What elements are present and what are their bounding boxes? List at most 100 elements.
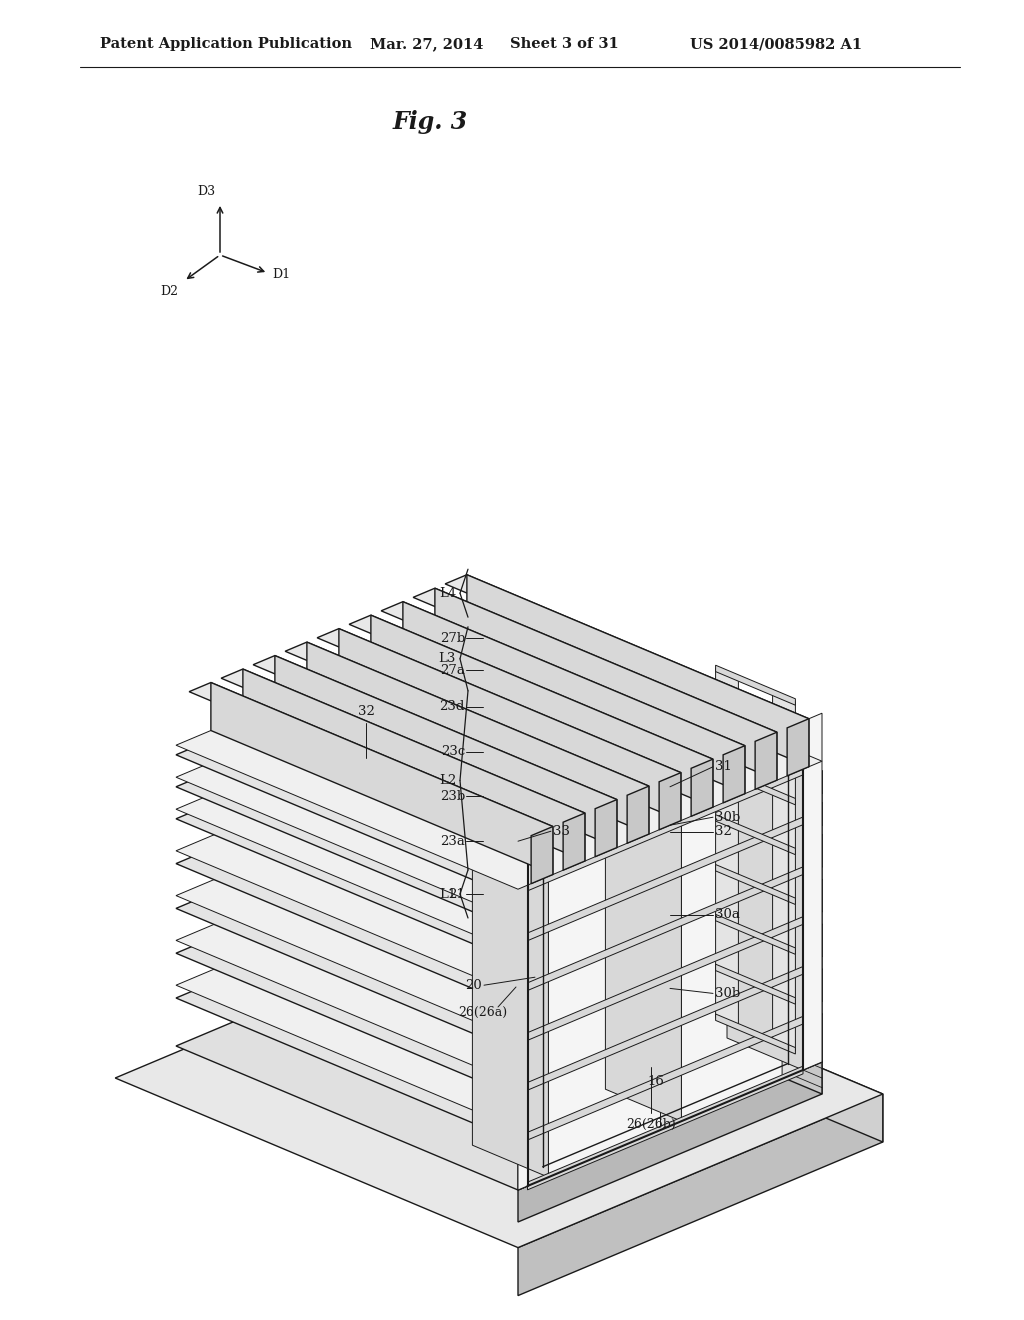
Text: L1: L1 [438, 887, 456, 900]
Polygon shape [176, 825, 822, 1097]
Ellipse shape [741, 899, 762, 923]
Text: Fig. 3: Fig. 3 [392, 110, 468, 135]
Text: 32: 32 [357, 705, 375, 718]
Polygon shape [176, 735, 822, 1007]
Text: 26(26a): 26(26a) [459, 1006, 508, 1019]
Polygon shape [518, 879, 822, 1040]
Ellipse shape [701, 927, 722, 950]
Ellipse shape [541, 814, 560, 838]
Ellipse shape [741, 744, 762, 760]
Ellipse shape [701, 727, 722, 743]
Ellipse shape [621, 726, 641, 742]
Ellipse shape [500, 890, 520, 924]
Ellipse shape [621, 759, 641, 781]
Text: 30a: 30a [715, 908, 740, 921]
Ellipse shape [701, 759, 722, 775]
Ellipse shape [781, 793, 802, 809]
Polygon shape [349, 615, 713, 768]
Text: 23d: 23d [439, 701, 465, 713]
Polygon shape [413, 589, 777, 742]
Ellipse shape [581, 832, 601, 854]
Ellipse shape [701, 793, 722, 816]
Ellipse shape [781, 1008, 802, 1043]
Text: 30b: 30b [715, 810, 740, 824]
Polygon shape [527, 916, 803, 1040]
Polygon shape [660, 772, 681, 1130]
Ellipse shape [500, 752, 520, 776]
Polygon shape [518, 969, 822, 1129]
Text: 30b: 30b [715, 987, 740, 1001]
Polygon shape [527, 817, 803, 941]
Polygon shape [691, 759, 713, 816]
Polygon shape [518, 924, 822, 1085]
Polygon shape [716, 814, 796, 854]
Polygon shape [371, 615, 713, 807]
Ellipse shape [541, 907, 560, 941]
Polygon shape [317, 628, 681, 781]
Ellipse shape [500, 708, 520, 731]
Ellipse shape [581, 677, 601, 693]
Polygon shape [716, 665, 796, 705]
Ellipse shape [541, 692, 560, 708]
Polygon shape [627, 787, 649, 843]
Polygon shape [723, 746, 744, 803]
Polygon shape [716, 715, 796, 755]
Ellipse shape [581, 876, 601, 899]
Text: 16: 16 [647, 1074, 665, 1088]
Text: 33: 33 [553, 825, 570, 838]
Ellipse shape [781, 762, 802, 777]
Ellipse shape [621, 940, 641, 974]
Ellipse shape [621, 804, 641, 826]
Polygon shape [518, 713, 822, 1191]
Text: 32: 32 [715, 825, 732, 838]
Polygon shape [527, 829, 549, 1185]
Ellipse shape [541, 859, 560, 882]
Ellipse shape [741, 944, 762, 968]
Polygon shape [518, 793, 822, 931]
Ellipse shape [581, 709, 601, 725]
Polygon shape [176, 768, 822, 1040]
Text: 26(26b): 26(26b) [626, 1118, 676, 1131]
Polygon shape [243, 669, 585, 861]
Text: L2: L2 [438, 774, 456, 787]
Text: 21: 21 [449, 887, 465, 900]
Ellipse shape [662, 821, 681, 843]
Polygon shape [716, 668, 738, 1027]
Text: Mar. 27, 2014: Mar. 27, 2014 [370, 37, 483, 51]
Ellipse shape [741, 991, 762, 1026]
Text: 23b: 23b [439, 789, 465, 803]
Polygon shape [176, 812, 822, 1085]
Polygon shape [605, 741, 681, 1121]
Polygon shape [595, 800, 616, 857]
Ellipse shape [541, 725, 560, 748]
Polygon shape [518, 825, 822, 962]
Polygon shape [563, 813, 585, 870]
Ellipse shape [581, 742, 601, 764]
Text: Patent Application Publication: Patent Application Publication [100, 37, 352, 51]
Polygon shape [445, 574, 809, 727]
Ellipse shape [741, 776, 762, 792]
Text: 23c: 23c [440, 744, 465, 758]
Text: 20: 20 [465, 978, 482, 991]
Polygon shape [480, 723, 822, 879]
Ellipse shape [500, 675, 520, 690]
Polygon shape [435, 589, 777, 780]
Polygon shape [518, 957, 822, 1097]
Polygon shape [518, 1063, 822, 1222]
Text: L4: L4 [438, 586, 456, 599]
Ellipse shape [662, 911, 681, 933]
Polygon shape [480, 690, 822, 867]
Polygon shape [480, 870, 822, 1063]
Polygon shape [527, 867, 803, 990]
Polygon shape [480, 768, 822, 924]
Polygon shape [176, 870, 822, 1142]
Polygon shape [307, 642, 649, 834]
Polygon shape [716, 1014, 796, 1053]
Polygon shape [274, 656, 616, 847]
Ellipse shape [621, 894, 641, 916]
Text: 27b: 27b [439, 631, 465, 644]
Polygon shape [787, 718, 809, 776]
Ellipse shape [662, 742, 681, 759]
Polygon shape [480, 857, 822, 1014]
Ellipse shape [741, 854, 762, 878]
